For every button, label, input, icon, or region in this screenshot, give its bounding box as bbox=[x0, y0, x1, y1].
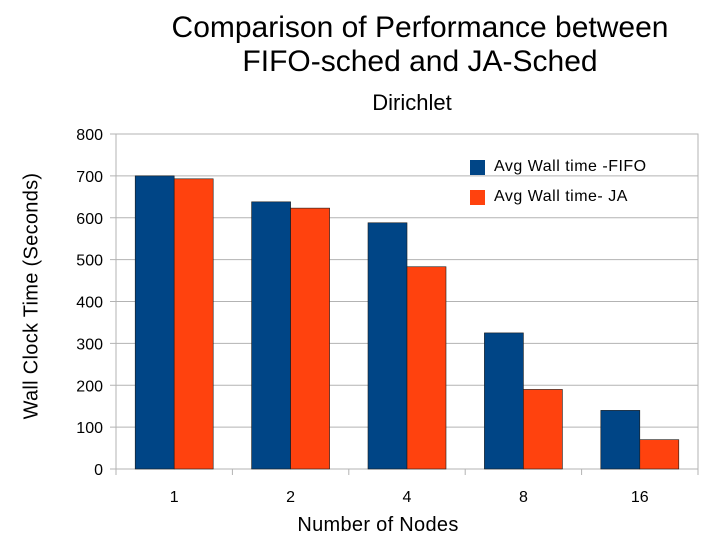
y-tick-label: 0 bbox=[94, 462, 103, 479]
chart-legend: Avg Wall time -FIFO Avg Wall time- JA bbox=[470, 152, 700, 212]
legend-label-fifo: Avg Wall time -FIFO bbox=[494, 158, 647, 175]
legend-swatch-ja bbox=[470, 189, 485, 205]
legend-label-ja: Avg Wall time- JA bbox=[494, 188, 628, 205]
bar-ja-4 bbox=[406, 266, 447, 470]
legend-item-fifo: Avg Wall time -FIFO bbox=[470, 152, 700, 182]
y-tick-label: 500 bbox=[76, 253, 103, 270]
bar-fifo-4 bbox=[367, 222, 408, 470]
bar-ja-8 bbox=[523, 389, 563, 470]
y-tick-label: 200 bbox=[76, 378, 103, 395]
chart-subtitle: Dirichlet bbox=[372, 90, 452, 115]
bar-ja-1 bbox=[173, 178, 214, 470]
chart-title-line2: FIFO-sched and JA-Sched bbox=[242, 45, 598, 78]
y-tick-label: 600 bbox=[76, 211, 103, 228]
y-tick-label: 400 bbox=[76, 295, 103, 312]
x-tick-label: 16 bbox=[631, 489, 649, 506]
x-tick-label: 4 bbox=[403, 489, 412, 506]
bar-fifo-8 bbox=[484, 332, 524, 470]
x-axis-label: Number of Nodes bbox=[297, 514, 459, 536]
bar-ja-16 bbox=[639, 439, 680, 470]
y-tick-label: 800 bbox=[76, 127, 103, 144]
bar-fifo-16 bbox=[600, 410, 641, 470]
chart-title-line1: Comparison of Performance between bbox=[171, 11, 669, 44]
x-tick-label: 8 bbox=[519, 489, 528, 506]
y-axis-label: Wall Clock Time (Seconds) bbox=[20, 172, 43, 420]
legend-item-ja: Avg Wall time- JA bbox=[470, 182, 700, 212]
bar-ja-2 bbox=[290, 207, 330, 470]
y-tick-label: 100 bbox=[76, 420, 103, 437]
y-tick-label: 700 bbox=[76, 169, 103, 186]
x-tick-label: 2 bbox=[286, 489, 295, 506]
bar-fifo-1 bbox=[134, 175, 175, 470]
bar-fifo-2 bbox=[251, 201, 291, 470]
legend-swatch-fifo bbox=[470, 159, 485, 175]
x-tick-label: 1 bbox=[170, 489, 179, 506]
y-tick-label: 300 bbox=[76, 336, 103, 353]
